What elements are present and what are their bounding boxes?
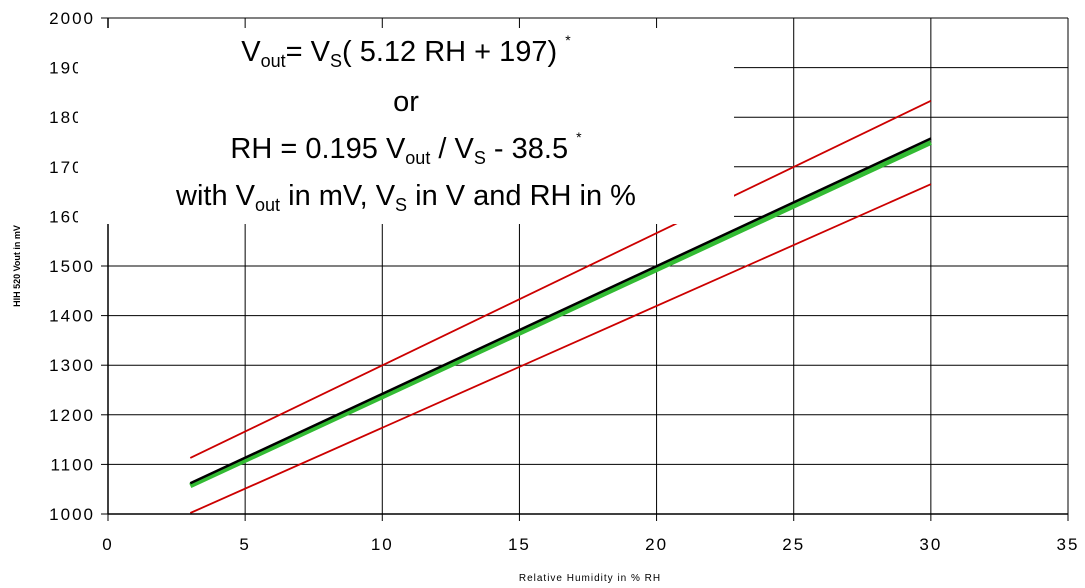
formula-line-4: with Vout in mV, VS in V and RH in % xyxy=(176,180,636,215)
x-tick-label: 20 xyxy=(645,535,668,554)
x-tick-label: 5 xyxy=(239,535,250,554)
series-line-1 xyxy=(189,100,932,459)
series-lines xyxy=(189,100,932,514)
x-tick-label: 15 xyxy=(508,535,531,554)
y-tick-label: 1000 xyxy=(49,505,95,524)
y-tick-label: 1300 xyxy=(49,356,95,375)
x-tick-label: 30 xyxy=(919,535,942,554)
x-tick-label: 25 xyxy=(782,535,805,554)
series-line-4 xyxy=(189,137,932,485)
formula-line-3: RH = 0.195 Vout / VS - 38.5 * xyxy=(230,129,582,168)
x-tick-label: 0 xyxy=(102,535,113,554)
x-axis-title: Relative Humidity in % RH xyxy=(519,573,661,584)
y-tick-label: 1100 xyxy=(50,455,95,474)
y-tick-label: 1400 xyxy=(49,307,95,326)
y-tick-label: 2000 xyxy=(49,9,95,28)
series-line-2 xyxy=(189,183,932,514)
formula-line-1: Vout= VS( 5.12 RH + 197) * xyxy=(241,32,571,71)
y-tick-label: 1200 xyxy=(49,406,95,425)
x-tick-label: 10 xyxy=(371,535,394,554)
y-tick-label: 1500 xyxy=(49,257,95,276)
formula-line-2: or xyxy=(393,86,419,118)
series-line-3 xyxy=(189,140,932,488)
y-axis-title: HIH 520 Vout in mV xyxy=(12,225,22,307)
formula-annotation: Vout= VS( 5.12 RH + 197) * or RH = 0.195… xyxy=(78,28,734,224)
x-tick-label: 35 xyxy=(1057,535,1080,554)
